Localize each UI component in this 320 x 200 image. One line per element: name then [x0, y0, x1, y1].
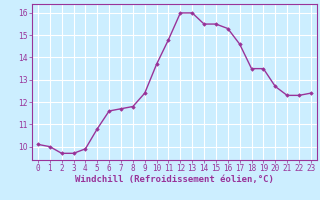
X-axis label: Windchill (Refroidissement éolien,°C): Windchill (Refroidissement éolien,°C): [75, 175, 274, 184]
